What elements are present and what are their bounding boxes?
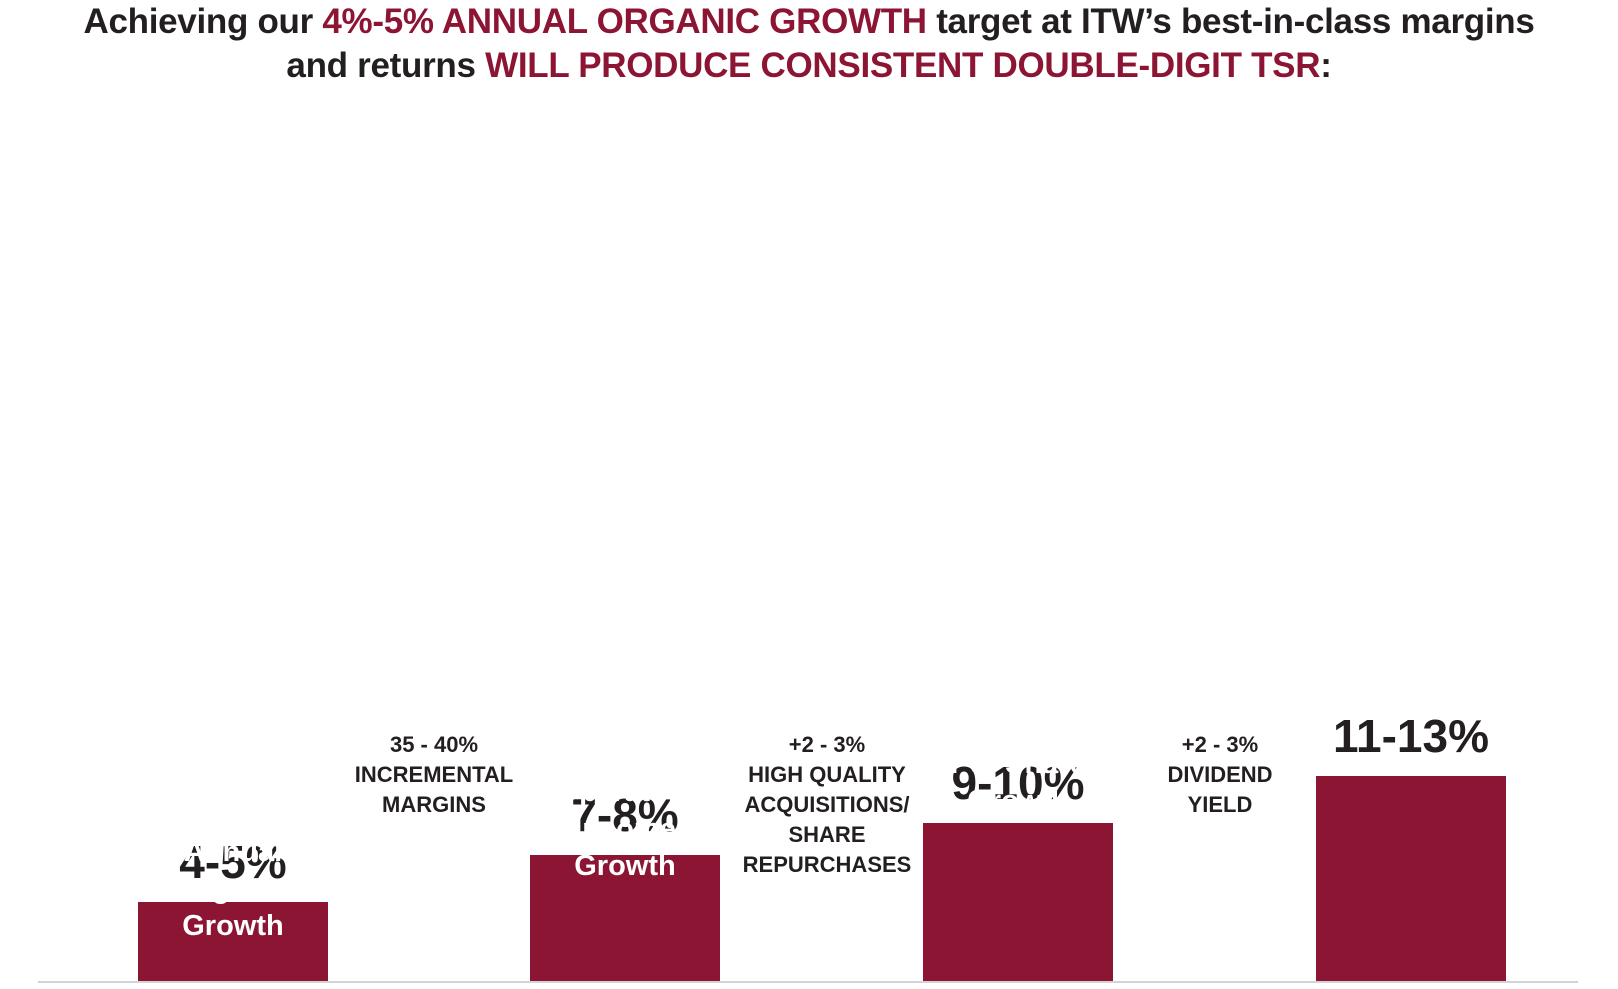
connector-line: INCREMENTAL (354, 762, 514, 787)
headline-run: 4%-5% ANNUAL ORGANIC GROWTH (322, 2, 927, 41)
bar-label-line: Annual (183, 836, 283, 868)
connector-line: HIGH QUALITY (748, 762, 906, 787)
bar-label-line: Operating (556, 776, 694, 808)
underlined-word: Annual (1396, 555, 1495, 587)
bar-label-line: Growth (967, 785, 1069, 817)
bar-value-label: 9-10% (951, 757, 1085, 809)
bar-4 (1316, 776, 1506, 981)
bar-label-line: Per Share (950, 748, 1086, 780)
bar-label-line: Total (1377, 592, 1445, 624)
headline-line-1: Achieving our 4%-5% ANNUAL ORGANIC GROWT… (0, 0, 1618, 44)
bar-category-label: Avg. Annual Operating Income Growth (530, 700, 720, 885)
connector-label-1: 35 - 40% INCREMENTAL MARGINS (334, 730, 534, 820)
bar-label-line: Avg. (987, 637, 1049, 669)
headline-run: and returns (286, 46, 486, 85)
connector-line: DIVIDEND (1167, 762, 1273, 787)
connector-line: YIELD (1187, 792, 1253, 817)
headline-line-2: and returns WILL PRODUCE CONSISTENT DOUB… (0, 44, 1618, 88)
connector-line: MARGINS (382, 792, 486, 817)
headline-run: Achieving our (83, 2, 323, 41)
bar-label-line: Organic (178, 873, 288, 905)
headline-run: : (1320, 46, 1332, 85)
bar-category-label: Avg. Annual Total Shareholder Return (TSR) (1316, 553, 1506, 701)
bar-label-line: Growth (182, 910, 284, 942)
connector-line: REPURCHASES (742, 852, 912, 877)
bar-value-label: 7-8% (571, 789, 679, 841)
bar-label-line: Avg. (594, 702, 656, 734)
bar-label-line: Earnings (955, 711, 1081, 743)
connector-line: +2 - 3% (788, 732, 866, 757)
connector-label-3: +2 - 3% DIVIDEND YIELD (1120, 730, 1320, 820)
bar-label-line: Annual (968, 674, 1068, 706)
x-axis-baseline (38, 981, 1578, 983)
bar-category-label: Avg. Annual Organic Growth (138, 797, 328, 945)
bar-value-label: 11-13% (1332, 710, 1489, 762)
bar-1 (138, 902, 328, 981)
bar-label-line: Growth (574, 850, 676, 882)
bar-label-line: Return (TSR) (1321, 666, 1501, 698)
bar-category-label: Avg. Annual Earnings Per Share Growth (923, 635, 1113, 820)
connector-line: ACQUISITIONS/ (744, 792, 910, 817)
bar-3 (923, 823, 1113, 981)
connector-line: 35 - 40% (389, 732, 479, 757)
connector-line: SHARE (788, 822, 866, 847)
bar-label-line: Annual (575, 739, 675, 771)
bar-2 (530, 855, 720, 981)
bar-label-line: Avg. Annual (1327, 555, 1495, 587)
bar-value-label: 4-5% (179, 836, 287, 888)
connector-label-2: +2 - 3% HIGH QUALITY ACQUISITIONS/SHARE REP… (727, 730, 927, 880)
headline-run: WILL PRODUCE CONSISTENT DOUBLE-DIGIT TSR (485, 46, 1321, 85)
bar-label-line: Shareholder (1326, 629, 1496, 661)
bar-label-line: Income (574, 813, 676, 845)
bar-label-line: Avg. (202, 799, 264, 831)
headline-run: target at ITW’s best-in-class margins (926, 2, 1535, 41)
connector-line: +2 - 3% (1181, 732, 1259, 757)
headline: Achieving our 4%-5% ANNUAL ORGANIC GROWT… (0, 0, 1618, 88)
